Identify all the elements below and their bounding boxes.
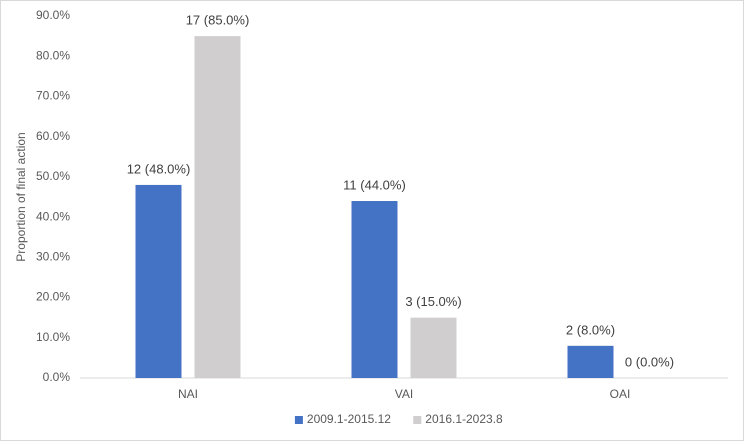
y-tick-label: 70.0% — [36, 89, 70, 103]
y-tick-label: 80.0% — [36, 48, 70, 62]
bar — [410, 317, 457, 378]
y-tick-label: 60.0% — [36, 129, 70, 143]
y-tick-label: 50.0% — [36, 169, 70, 183]
y-tick-label: 40.0% — [36, 209, 70, 223]
y-axis-label: Proportion of final action — [14, 132, 28, 261]
value-label: 0 (0.0%) — [625, 354, 674, 369]
legend-swatch — [294, 416, 303, 424]
y-tick-label: 0.0% — [43, 370, 71, 384]
bar — [135, 184, 182, 378]
value-label: 17 (85.0%) — [186, 13, 250, 28]
value-label: 12 (48.0%) — [127, 161, 191, 176]
legend-swatch — [413, 416, 422, 424]
y-tick-label: 90.0% — [36, 8, 70, 22]
value-label: 3 (15.0%) — [405, 294, 461, 309]
value-label: 2 (8.0%) — [566, 322, 615, 337]
legend-label: 2016.1-2023.8 — [425, 412, 503, 426]
bar — [351, 201, 398, 378]
bar — [567, 345, 614, 378]
y-tick-label: 30.0% — [36, 250, 70, 264]
bar — [194, 36, 241, 378]
x-tick-label: NAI — [178, 387, 198, 401]
x-tick-label: VAI — [395, 387, 413, 401]
y-tick-label: 20.0% — [36, 290, 70, 304]
value-label: 11 (44.0%) — [343, 177, 406, 192]
legend-label: 2009.1-2015.12 — [307, 412, 391, 426]
y-tick-label: 10.0% — [36, 330, 70, 344]
x-tick-label: OAI — [610, 387, 631, 401]
